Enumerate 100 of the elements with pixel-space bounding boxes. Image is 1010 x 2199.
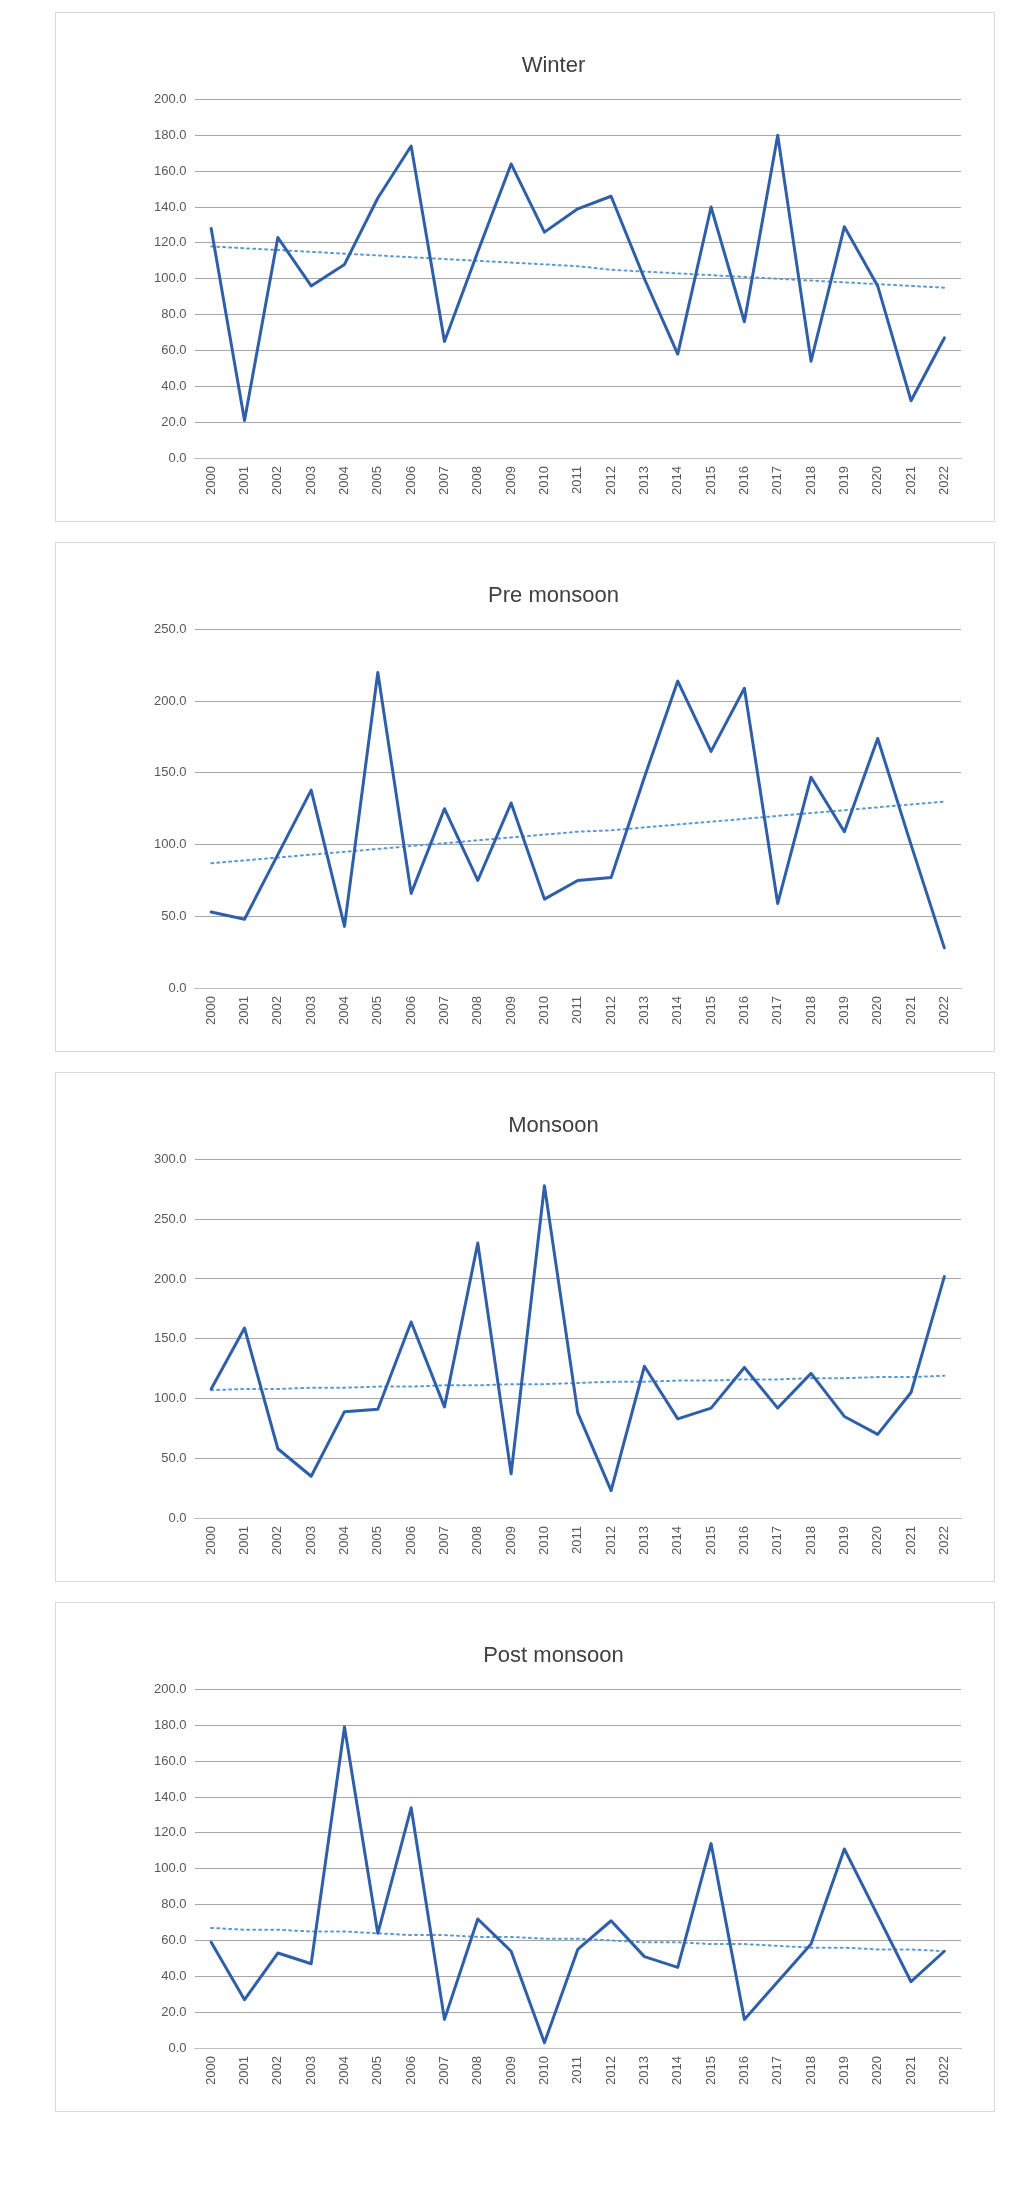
x-tick-label: 2017 [769, 1526, 785, 1555]
x-tick-label: 2021 [902, 2056, 918, 2085]
x-tick-label: 2018 [802, 2056, 818, 2085]
x-tick-label: 2007 [436, 466, 452, 495]
y-tick-label: 0.0 [168, 979, 187, 995]
x-tick-label: 2007 [436, 996, 452, 1025]
x-tick-label: 2004 [336, 466, 352, 495]
x-tick-label: 2014 [669, 2056, 685, 2085]
x-tick-label: 2007 [436, 2056, 452, 2085]
y-tick-label: 0.0 [168, 1509, 187, 1525]
x-tick-label: 2014 [669, 466, 685, 495]
y-tick-label: 180.0 [153, 1716, 187, 1732]
x-tick-label: 2011 [569, 466, 585, 495]
x-tick-label: 2020 [869, 1526, 885, 1555]
x-tick-label: 2009 [502, 996, 518, 1025]
x-tick-label: 2001 [236, 466, 252, 495]
x-tick-label: 2019 [835, 1526, 851, 1555]
x-tick-label: 2021 [902, 1526, 918, 1555]
x-tick-label: 2021 [902, 466, 918, 495]
x-tick-label: 2003 [302, 2056, 318, 2085]
y-tick-label: 120.0 [153, 234, 187, 250]
y-tick-label: 250.0 [153, 1210, 187, 1226]
x-tick-label: 2004 [336, 996, 352, 1025]
y-tick-label: 20.0 [161, 2003, 187, 2019]
y-tick-label: 140.0 [153, 198, 187, 214]
x-tick-label: 2020 [869, 996, 885, 1025]
x-tick-label: 2012 [602, 2056, 618, 2085]
x-tick-label: 2000 [202, 2056, 218, 2085]
x-tick-label: 2006 [402, 466, 418, 495]
line-series [210, 800, 946, 865]
x-tick-label: 2014 [669, 1526, 685, 1555]
x-tick-label: 2018 [802, 996, 818, 1025]
x-tick-label: 2011 [569, 996, 585, 1025]
x-tick-label: 2012 [602, 466, 618, 495]
x-tick-label: 2000 [202, 1526, 218, 1555]
x-tick-label: 2019 [835, 466, 851, 495]
x-tick-label: 2015 [702, 1526, 718, 1555]
x-tick-label: 2016 [735, 996, 751, 1025]
y-tick-label: 200.0 [153, 1680, 187, 1696]
x-tick-label: 2010 [536, 466, 552, 495]
x-tick-label: 2015 [702, 466, 718, 495]
y-tick-label: 100.0 [153, 836, 187, 852]
y-tick-label: 100.0 [153, 1390, 187, 1406]
y-tick-label: 0.0 [168, 449, 187, 465]
x-tick-label: 2011 [569, 2056, 585, 2085]
y-tick-label: 140.0 [153, 1788, 187, 1804]
x-tick-label: 2014 [669, 996, 685, 1025]
x-tick-label: 2009 [502, 466, 518, 495]
x-tick-label: 2013 [635, 466, 651, 495]
x-tick-label: 2017 [769, 996, 785, 1025]
y-tick-label: 150.0 [153, 1330, 187, 1346]
y-tick-label: 150.0 [153, 764, 187, 780]
x-tick-label: 2018 [802, 1526, 818, 1555]
x-tick-label: 2004 [336, 2056, 352, 2085]
y-tick-label: 0.0 [168, 2039, 187, 2055]
x-tick-label: 2018 [802, 466, 818, 495]
x-tick-label: 2017 [769, 2056, 785, 2085]
x-tick-label: 2015 [702, 2056, 718, 2085]
x-tick-label: 2008 [469, 2056, 485, 2085]
y-tick-label: 20.0 [161, 413, 187, 429]
x-tick-label: 2008 [469, 996, 485, 1025]
x-tick-label: 2006 [402, 2056, 418, 2085]
x-tick-label: 2015 [702, 996, 718, 1025]
y-tick-label: 200.0 [153, 692, 187, 708]
y-tick-label: 200.0 [153, 90, 187, 106]
x-tick-label: 2010 [536, 1526, 552, 1555]
x-tick-label: 2005 [369, 996, 385, 1025]
x-tick-label: 2016 [735, 1526, 751, 1555]
x-tick-label: 2005 [369, 466, 385, 495]
y-tick-label: 160.0 [153, 162, 187, 178]
y-tick-label: 80.0 [161, 1896, 187, 1912]
chart-title: Winter [521, 52, 586, 78]
x-tick-label: 2003 [302, 996, 318, 1025]
y-tick-label: 80.0 [161, 306, 187, 322]
x-tick-label: 2001 [236, 1526, 252, 1555]
y-tick-label: 60.0 [161, 1932, 187, 1948]
x-tick-label: 2002 [269, 2056, 285, 2085]
line-series [210, 1374, 946, 1392]
chart-title: Post monsoon [483, 1642, 624, 1668]
x-tick-label: 2005 [369, 1526, 385, 1555]
x-tick-label: 2022 [935, 996, 951, 1025]
x-tick-label: 2002 [269, 996, 285, 1025]
y-tick-label: 40.0 [161, 1967, 187, 1983]
x-tick-label: 2010 [536, 2056, 552, 2085]
x-tick-label: 2001 [236, 2056, 252, 2085]
x-tick-label: 2013 [635, 996, 651, 1025]
x-tick-label: 2006 [402, 996, 418, 1025]
y-tick-label: 100.0 [153, 1860, 187, 1876]
y-tick-label: 250.0 [153, 620, 187, 636]
x-tick-label: 2022 [935, 2056, 951, 2085]
x-tick-label: 2006 [402, 1526, 418, 1555]
x-tick-label: 2007 [436, 1526, 452, 1555]
x-tick-label: 2004 [336, 1526, 352, 1555]
x-tick-label: 2019 [835, 996, 851, 1025]
chart-title: Monsoon [508, 1112, 599, 1138]
y-tick-label: 100.0 [153, 270, 187, 286]
x-tick-label: 2003 [302, 466, 318, 495]
x-tick-label: 2016 [735, 2056, 751, 2085]
x-tick-label: 2012 [602, 1526, 618, 1555]
y-tick-label: 160.0 [153, 1752, 187, 1768]
